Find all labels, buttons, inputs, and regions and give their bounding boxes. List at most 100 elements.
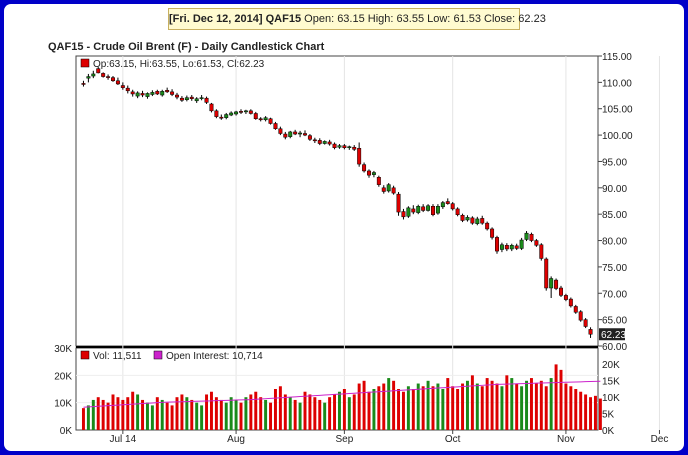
candle-body bbox=[303, 133, 307, 136]
volume-tick-label: 0K bbox=[60, 426, 73, 437]
volume-bar bbox=[190, 399, 194, 430]
volume-bar bbox=[155, 397, 159, 430]
volume-bar bbox=[451, 386, 455, 430]
candle-body bbox=[421, 206, 426, 211]
volume-bar bbox=[480, 386, 484, 430]
volume-bar bbox=[510, 378, 514, 430]
volume-bar bbox=[485, 378, 489, 430]
volume-bar bbox=[160, 399, 164, 430]
candle-body bbox=[371, 172, 376, 175]
volume-panel bbox=[75, 347, 599, 431]
volume-bar bbox=[209, 391, 213, 430]
candle-body bbox=[490, 228, 495, 238]
candle-body bbox=[96, 68, 101, 74]
candle-body bbox=[194, 98, 199, 102]
volume-bar bbox=[303, 391, 307, 430]
volume-bar bbox=[465, 380, 469, 430]
candle-body bbox=[559, 287, 563, 296]
candle-body bbox=[175, 94, 179, 98]
volume-bar bbox=[387, 378, 391, 430]
volume-bar bbox=[495, 383, 499, 430]
candle-body bbox=[298, 132, 303, 135]
candle-body bbox=[209, 103, 214, 112]
candle-body bbox=[362, 164, 367, 172]
candle-body bbox=[317, 140, 322, 144]
volume-bar bbox=[244, 397, 248, 430]
quote-header: [Fri. Dec 12, 2014] QAF15 Open: 63.15 Hi… bbox=[168, 8, 546, 30]
candle-body bbox=[534, 240, 539, 246]
candle-body bbox=[524, 232, 529, 240]
volume-bar bbox=[278, 386, 282, 430]
candle-body bbox=[86, 76, 91, 79]
candle-body bbox=[273, 123, 278, 130]
candle-body bbox=[160, 91, 165, 96]
candle-body bbox=[573, 306, 578, 313]
candle-body bbox=[539, 244, 544, 259]
price-tick-label: 110.00 bbox=[602, 78, 632, 89]
last-price-label: 62.23 bbox=[601, 330, 626, 341]
volume-legend-text: Vol: 11,511 bbox=[93, 351, 142, 362]
volume-bar bbox=[264, 399, 268, 430]
low-value: 61.53 bbox=[453, 13, 481, 25]
candle-body bbox=[431, 206, 435, 215]
price-tick-label: 95.00 bbox=[602, 157, 627, 168]
candle-body bbox=[504, 245, 509, 250]
volume-bar bbox=[574, 389, 578, 430]
volume-bar bbox=[269, 402, 273, 430]
candle-body bbox=[440, 202, 445, 208]
volume-bar bbox=[441, 389, 445, 430]
volume-bar bbox=[259, 397, 263, 430]
high-label: High: bbox=[367, 13, 394, 25]
candle-body bbox=[386, 184, 391, 192]
volume-bar bbox=[392, 380, 396, 430]
volume-bar bbox=[446, 378, 450, 430]
candle-body bbox=[165, 90, 170, 93]
price-tick-label: 65.00 bbox=[602, 316, 627, 327]
volume-bar bbox=[342, 389, 346, 430]
volume-bar bbox=[520, 386, 524, 430]
volume-bar bbox=[529, 378, 533, 430]
candle-body bbox=[519, 239, 524, 249]
candle-body bbox=[529, 233, 534, 241]
candle-body bbox=[376, 177, 381, 185]
candle-body bbox=[554, 279, 559, 289]
volume-bar bbox=[254, 391, 258, 430]
volume-bar bbox=[500, 386, 504, 430]
volume-bar bbox=[239, 402, 243, 430]
candle-body bbox=[406, 207, 411, 217]
x-tick-label: Jul 14 bbox=[110, 434, 137, 445]
volume-bar bbox=[598, 398, 602, 430]
candle-body bbox=[135, 92, 140, 97]
volume-bar bbox=[593, 395, 597, 430]
candle-body bbox=[391, 187, 396, 194]
candle-body bbox=[101, 73, 106, 77]
candle-body bbox=[140, 93, 145, 96]
volume-bar bbox=[525, 380, 529, 430]
candle-body bbox=[283, 133, 288, 138]
volume-bar bbox=[101, 399, 105, 430]
volume-bar bbox=[219, 399, 223, 430]
price-legend-swatch bbox=[80, 58, 90, 68]
candle-body bbox=[322, 141, 327, 144]
volume-bar bbox=[136, 394, 140, 430]
volume-bar bbox=[397, 389, 401, 430]
volume-bar bbox=[505, 375, 509, 430]
candle-body bbox=[111, 77, 115, 82]
volume-bar bbox=[584, 394, 588, 430]
volume-bar bbox=[273, 389, 277, 430]
candle-body bbox=[239, 111, 243, 113]
candle-body bbox=[588, 329, 593, 335]
last-price-badge bbox=[599, 328, 625, 341]
volume-bar bbox=[234, 399, 238, 430]
volume-bar bbox=[539, 380, 543, 430]
candle-body bbox=[445, 201, 450, 204]
volume-bar bbox=[436, 383, 440, 430]
price-tick-label: 115.00 bbox=[602, 52, 632, 63]
candle-body bbox=[288, 131, 293, 137]
candle-body bbox=[337, 145, 342, 148]
open-value: 63.15 bbox=[337, 13, 365, 25]
open-label: Open: bbox=[304, 13, 335, 25]
volume-bar bbox=[195, 402, 199, 430]
candle-body bbox=[184, 97, 189, 101]
candle-body bbox=[401, 211, 406, 218]
